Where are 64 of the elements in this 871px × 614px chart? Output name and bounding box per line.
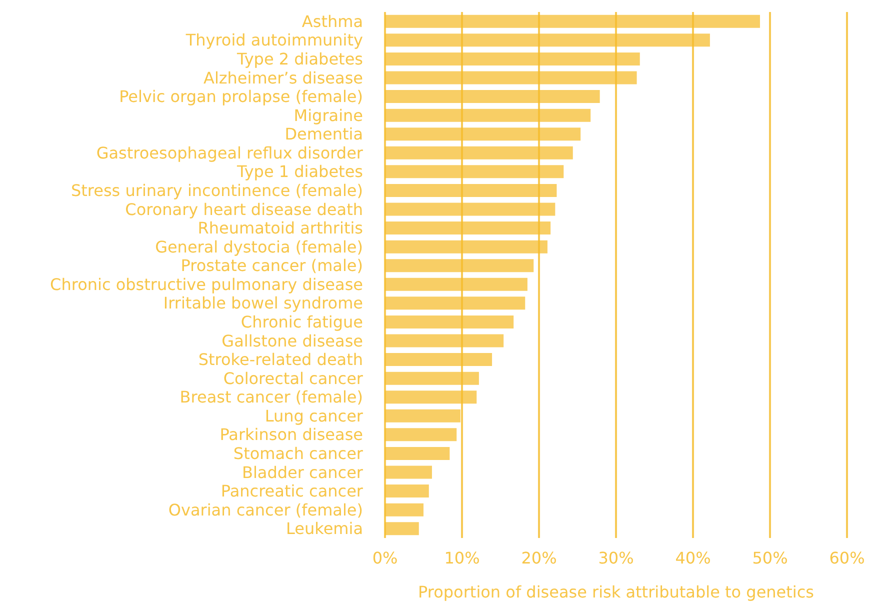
bar <box>385 409 460 422</box>
y-tick-label: Prostate cancer (male) <box>180 256 363 276</box>
bar <box>385 503 424 516</box>
y-tick-label: Colorectal cancer <box>223 368 364 388</box>
x-tick-label: 60% <box>829 548 865 568</box>
bar <box>385 296 526 310</box>
y-tick-label: Type 2 diabetes <box>236 49 363 68</box>
bar <box>385 90 600 104</box>
y-tick-label: Gallstone disease <box>222 331 363 350</box>
bar <box>385 14 760 28</box>
y-tick-label: Type 1 diabetes <box>236 162 363 182</box>
bar <box>385 222 551 235</box>
y-tick-label: Migraine <box>294 106 363 125</box>
y-tick-label: Alzheimer’s disease <box>204 68 363 88</box>
x-tick-label: 50% <box>752 548 788 568</box>
bar <box>385 259 534 272</box>
bar <box>385 52 640 66</box>
bar <box>385 372 479 385</box>
bar <box>385 334 504 348</box>
y-tick-label: Asthma <box>302 12 363 31</box>
x-tick-label: 0% <box>372 548 398 568</box>
y-tick-label: Rheumatoid arthritis <box>198 218 363 238</box>
x-axis-title: Proportion of disease risk attributable to genetics <box>418 582 814 602</box>
bar <box>385 484 429 498</box>
bar <box>385 522 419 536</box>
bar <box>385 202 556 216</box>
x-tick-label: 30% <box>598 548 634 568</box>
y-tick-label: Gastroesophageal reflux disorder <box>96 143 364 162</box>
y-tick-label: Pelvic organ prolapse (female) <box>119 87 363 106</box>
bar <box>385 146 573 160</box>
bar <box>385 165 564 178</box>
y-tick-label: Stress urinary incontinence (female) <box>70 180 363 200</box>
y-tick-label: Chronic fatigue <box>240 312 363 332</box>
y-tick-label: Lung cancer <box>264 406 364 426</box>
bar <box>385 184 557 197</box>
y-tick-label: Ovarian cancer (female) <box>168 500 363 520</box>
x-tick-label: 20% <box>521 548 557 568</box>
bar <box>385 108 591 122</box>
bar <box>385 278 528 291</box>
y-tick-label: Breast cancer (female) <box>180 388 363 407</box>
bar <box>385 390 477 404</box>
bar <box>385 34 710 47</box>
y-tick-label: Stroke-related death <box>198 350 363 370</box>
y-tick-label: Chronic obstructive pulmonary disease <box>50 274 363 294</box>
bar <box>385 128 581 141</box>
bar <box>385 315 514 328</box>
y-tick-label: Coronary heart disease death <box>125 200 363 219</box>
y-tick-label: Bladder cancer <box>242 462 364 482</box>
y-tick-label: Leukemia <box>286 519 363 538</box>
y-tick-label: General dystocia (female) <box>155 237 363 256</box>
bar <box>385 466 432 479</box>
y-tick-label: Dementia <box>284 124 363 144</box>
y-tick-label: Pancreatic cancer <box>220 482 364 501</box>
bar <box>385 240 548 254</box>
bar <box>385 428 457 442</box>
y-tick-label: Stomach cancer <box>233 444 364 463</box>
bar <box>385 446 450 460</box>
y-tick-label: Irritable bowel syndrome <box>163 294 363 313</box>
bar <box>385 71 637 84</box>
y-tick-label: Thyroid autoimmunity <box>184 30 363 50</box>
y-tick-label: Parkinson disease <box>220 425 363 444</box>
x-tick-label: 10% <box>444 548 480 568</box>
x-tick-label: 40% <box>675 548 711 568</box>
bar <box>385 353 492 366</box>
